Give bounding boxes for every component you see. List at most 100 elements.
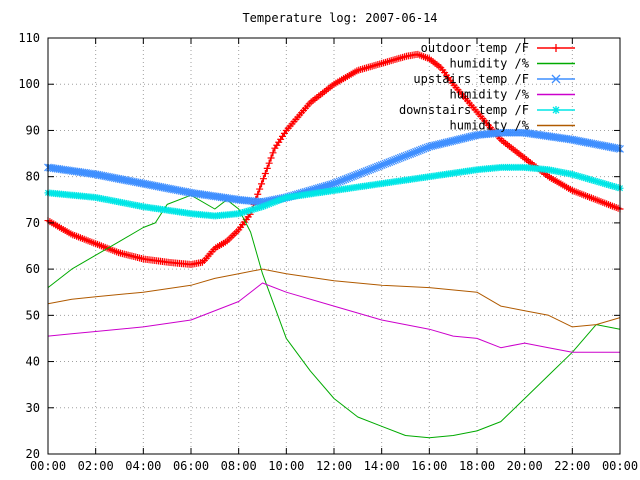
data-point-anchor (452, 83, 454, 86)
x-tick-label: 22:00 (554, 459, 590, 473)
series-1 (44, 50, 624, 268)
data-point-anchor (190, 192, 192, 194)
data-point (509, 128, 518, 137)
x-tick-label: 12:00 (316, 459, 352, 473)
data-point (511, 128, 520, 137)
data-point-anchor (428, 58, 431, 60)
legend-label: upstairs temp /F (413, 72, 529, 86)
data-point-anchor (547, 175, 550, 178)
y-tick-label: 110 (18, 31, 40, 45)
chart-title: Temperature log: 2007-06-14 (242, 11, 437, 25)
legend-marker (551, 74, 561, 84)
data-point-anchor (142, 205, 145, 208)
grid (48, 38, 620, 454)
data-point-anchor (571, 173, 574, 176)
x-tick-label: 08:00 (221, 459, 257, 473)
data-point (261, 202, 269, 210)
series-line (47, 194, 621, 439)
series-2 (47, 194, 621, 439)
legend-marker (552, 44, 560, 52)
data-point-anchor (190, 212, 192, 215)
data-point-anchor (309, 101, 311, 104)
data-point-anchor (416, 53, 419, 55)
data-point-anchor (380, 182, 383, 185)
data-point (279, 195, 287, 203)
data-point (513, 128, 521, 137)
data-point (263, 201, 271, 209)
data-point (261, 170, 269, 178)
data-point-anchor (142, 182, 145, 185)
y-tick-label: 100 (18, 77, 40, 91)
data-point (258, 180, 266, 188)
legend-entry: humidity /% (450, 57, 575, 71)
data-point-anchor (571, 189, 574, 192)
axis-ticks: 00:00 02:00 04:00 06:00 08:00 10:00 12:00 14:00… (18, 31, 638, 473)
legend-entry: downstairs temp /F (399, 103, 575, 117)
x-tick-label: 18:00 (459, 459, 495, 473)
data-point-anchor (523, 131, 526, 134)
data-point (265, 200, 273, 208)
data-point-anchor (571, 138, 574, 141)
series-4 (47, 282, 620, 353)
legend-label: downstairs temp /F (399, 103, 529, 117)
y-tick-label: 30 (26, 401, 40, 415)
data-point-anchor (380, 164, 383, 166)
data-point-anchor (94, 196, 97, 199)
data-point-anchor (440, 67, 443, 69)
x-tick-label: 04:00 (125, 459, 161, 473)
data-point-anchor (523, 157, 526, 159)
data-point (271, 198, 279, 206)
data-point-anchor (118, 252, 121, 254)
data-point-anchor (428, 145, 431, 148)
legend-entry: outdoor temp /F (421, 41, 575, 55)
data-point (269, 149, 277, 157)
data-point-anchor (142, 258, 145, 260)
series-5 (44, 163, 624, 220)
data-point (254, 190, 262, 198)
data-point-anchor (357, 69, 359, 72)
data-point-anchor (71, 233, 73, 236)
data-point (275, 196, 283, 204)
data-point-anchor (523, 166, 526, 169)
data-point-anchor (333, 182, 335, 185)
data-point (263, 164, 271, 172)
data-point (267, 199, 275, 207)
data-point-anchor (476, 134, 478, 136)
data-point (515, 128, 523, 137)
legend-marker (552, 106, 560, 114)
y-tick-label: 70 (26, 216, 40, 230)
data-point (507, 128, 516, 137)
x-tick-label: 14:00 (364, 459, 400, 473)
x-tick-label: 16:00 (411, 459, 447, 473)
data-point-anchor (261, 180, 264, 183)
data-point-anchor (273, 148, 276, 150)
data-point (256, 185, 264, 193)
data-point-anchor (94, 242, 97, 245)
data-point-anchor (237, 212, 240, 215)
x-tick-label: 00:00 (30, 459, 66, 473)
legend-entry: upstairs temp /F (413, 72, 575, 86)
data-point (269, 199, 277, 207)
legend-entry: humidity /% (450, 88, 575, 102)
legend-entry: humidity /% (450, 119, 575, 133)
data-point (499, 128, 508, 137)
data-point (503, 128, 512, 137)
data-point-anchor (237, 229, 240, 231)
x-tick-label: 06:00 (173, 459, 209, 473)
data-point (259, 202, 267, 210)
series-line (47, 268, 621, 328)
data-point (280, 194, 288, 202)
series-6 (47, 268, 621, 328)
data-point-anchor (237, 198, 240, 201)
legend-label: humidity /% (450, 88, 530, 102)
data-point (501, 128, 510, 137)
y-tick-label: 40 (26, 355, 40, 369)
data-point-anchor (500, 166, 502, 169)
legend-label: humidity /% (450, 57, 530, 71)
y-tick-label: 80 (26, 170, 40, 184)
data-point-anchor (202, 261, 204, 263)
data-point-anchor (500, 131, 502, 134)
data-point-anchor (261, 205, 264, 208)
data-point-anchor (476, 168, 478, 171)
